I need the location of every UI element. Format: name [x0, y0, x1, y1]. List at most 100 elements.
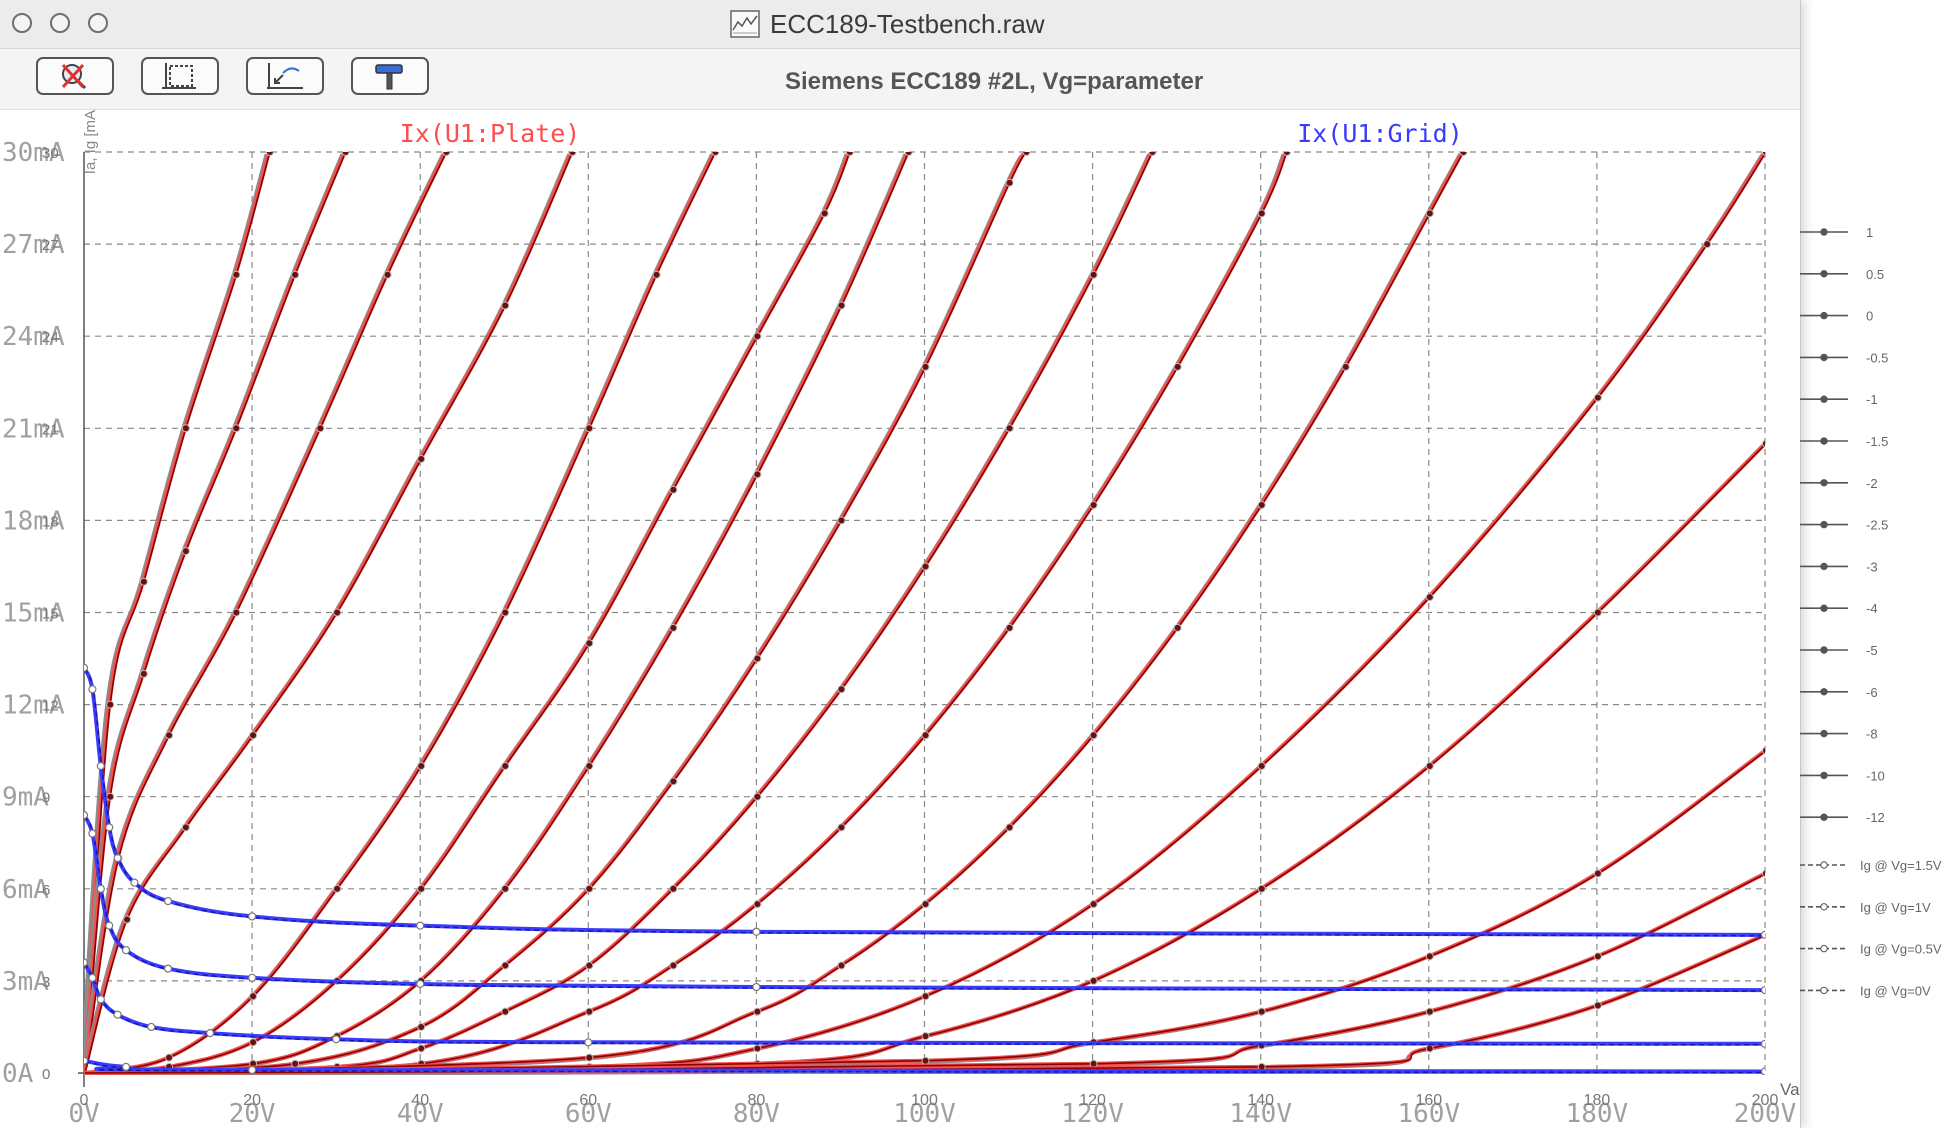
grid-current-curve[interactable] [84, 814, 1765, 993]
grid-data-point [84, 958, 89, 967]
grid-data-point [84, 1056, 89, 1065]
curve-legend: 1 0.5 0 -0.5 -1 -1.5 -2 -2.5 -3 -4 -5 -6 -8 -10 -12 Ig … [1800, 225, 1942, 998]
x-tick-label-inner: 80 [748, 1092, 766, 1109]
zoom-window-button[interactable] [88, 13, 108, 33]
plate-data-point [1282, 152, 1291, 156]
measured-plate-curve[interactable] [84, 934, 1766, 1074]
y-tick-label: 30mA [2, 138, 65, 168]
plate-data-point [1089, 731, 1098, 740]
x-tick-label-inner: 20 [243, 1092, 261, 1109]
grid-current-measured[interactable] [84, 815, 1766, 992]
legend-marker [1820, 437, 1828, 445]
plate-data-point [1762, 439, 1765, 448]
grid-data-point [84, 663, 89, 672]
plate-data-point [106, 792, 115, 801]
measured-plate-curve[interactable] [84, 152, 910, 1074]
plate-data-point [669, 623, 678, 632]
plate-data-point [1257, 1007, 1266, 1016]
plate-data-point [585, 961, 594, 970]
plate-data-point [568, 152, 577, 156]
y-tick-label-inner: 24 [42, 329, 59, 346]
grid-current-measured[interactable] [84, 668, 1766, 937]
plate-data-point [921, 1056, 930, 1065]
measured-plate-curve[interactable] [84, 750, 1766, 1074]
grid-data-point [248, 912, 257, 921]
zoom-extents-button[interactable] [141, 57, 219, 95]
plate-data-point [181, 547, 190, 556]
legend-marker [1820, 604, 1828, 612]
datasheet-plate-curve[interactable] [81, 751, 1763, 1075]
minimize-window-button[interactable] [50, 13, 70, 33]
trace-label[interactable]: Ix(U1:Plate) [400, 119, 581, 148]
axes-frame-icon [162, 63, 196, 89]
plate-data-point [1148, 152, 1157, 156]
legend-marker [1820, 270, 1828, 278]
grid-current-curve[interactable] [84, 666, 1765, 937]
title-bar[interactable]: ECC189-Testbench.raw [0, 0, 1800, 49]
x-tick-label: 180V [1566, 1099, 1629, 1128]
plate-data-point [1005, 823, 1014, 832]
grid-data-point [1760, 986, 1765, 995]
plate-data-point [106, 700, 115, 709]
plate-data-point [333, 884, 342, 893]
grid-data-point [121, 946, 131, 955]
plate-data-point [1593, 869, 1602, 878]
datasheet-plate-curve[interactable] [81, 153, 343, 1075]
plate-data-point [1257, 884, 1266, 893]
legend-label: -0.5 [1866, 350, 1888, 365]
datasheet-plate-curve[interactable] [81, 935, 1763, 1075]
plate-data-point [1762, 869, 1765, 878]
plate-data-point [501, 961, 510, 970]
x-tick-label-inner: 120 [1079, 1092, 1106, 1109]
plate-data-point [1425, 1044, 1434, 1053]
datasheet-plate-curve[interactable] [81, 153, 1150, 1075]
y-tick-label-inner: 27 [42, 237, 59, 254]
grid-data-point [84, 811, 89, 820]
datasheet-plate-curve[interactable] [81, 153, 444, 1075]
close-window-button[interactable] [12, 13, 32, 33]
grid-data-point [96, 884, 105, 893]
legend-label: 0 [1866, 309, 1873, 324]
legend-marker [1820, 479, 1828, 487]
plate-data-point [501, 762, 510, 770]
x-tick-label-inner: 140 [1247, 1092, 1274, 1109]
grid-data-point [248, 973, 257, 982]
plate-data-point [753, 332, 762, 341]
legend-label: Ig @ Vg=0.5V [1860, 942, 1942, 957]
settings-hammer-button[interactable] [351, 57, 429, 95]
measured-plate-curve[interactable] [84, 152, 574, 1074]
plate-data-point [1173, 623, 1182, 632]
zoom-full-button[interactable] [246, 57, 324, 95]
window-title-text: ECC189-Testbench.raw [770, 8, 1045, 39]
plate-data-point [669, 961, 678, 970]
datasheet-plate-curve[interactable] [81, 153, 570, 1075]
plate-data-point [1762, 152, 1765, 156]
plate-data-point [753, 1007, 762, 1016]
legend-marker [1820, 646, 1828, 654]
plate-data-point [837, 823, 846, 832]
x-tick-label: 120V [1061, 1099, 1124, 1128]
plate-data-point [837, 685, 846, 694]
plate-data-point [1425, 762, 1434, 770]
datasheet-plate-curve[interactable] [81, 153, 713, 1075]
plate-data-point [1341, 362, 1350, 371]
plate-data-point [417, 762, 426, 770]
y-tick-label-inner: 9 [42, 790, 50, 807]
y-tick-label: 3mA [2, 967, 49, 997]
grid-data-point [163, 964, 173, 973]
x-tick-label: 20V [229, 1099, 276, 1128]
x-tick-label-inner: 40 [411, 1092, 429, 1109]
grid-data-point [88, 973, 97, 982]
legend-marker [1820, 813, 1828, 821]
measured-plate-curve[interactable] [84, 152, 717, 1074]
grid-data-point [113, 853, 122, 863]
model-plate-curve[interactable] [84, 152, 717, 1075]
y-tick-label-inner: 30 [42, 145, 59, 162]
measured-plate-curve[interactable] [84, 152, 1154, 1074]
grid-data-point [130, 878, 139, 887]
trace-label[interactable]: Ix(U1:Grid) [1297, 119, 1463, 148]
waveform-viewer-window: ECC189-Testbench.raw [0, 0, 1801, 1128]
autoscale-button[interactable] [36, 57, 114, 95]
plate-data-point [442, 152, 451, 156]
